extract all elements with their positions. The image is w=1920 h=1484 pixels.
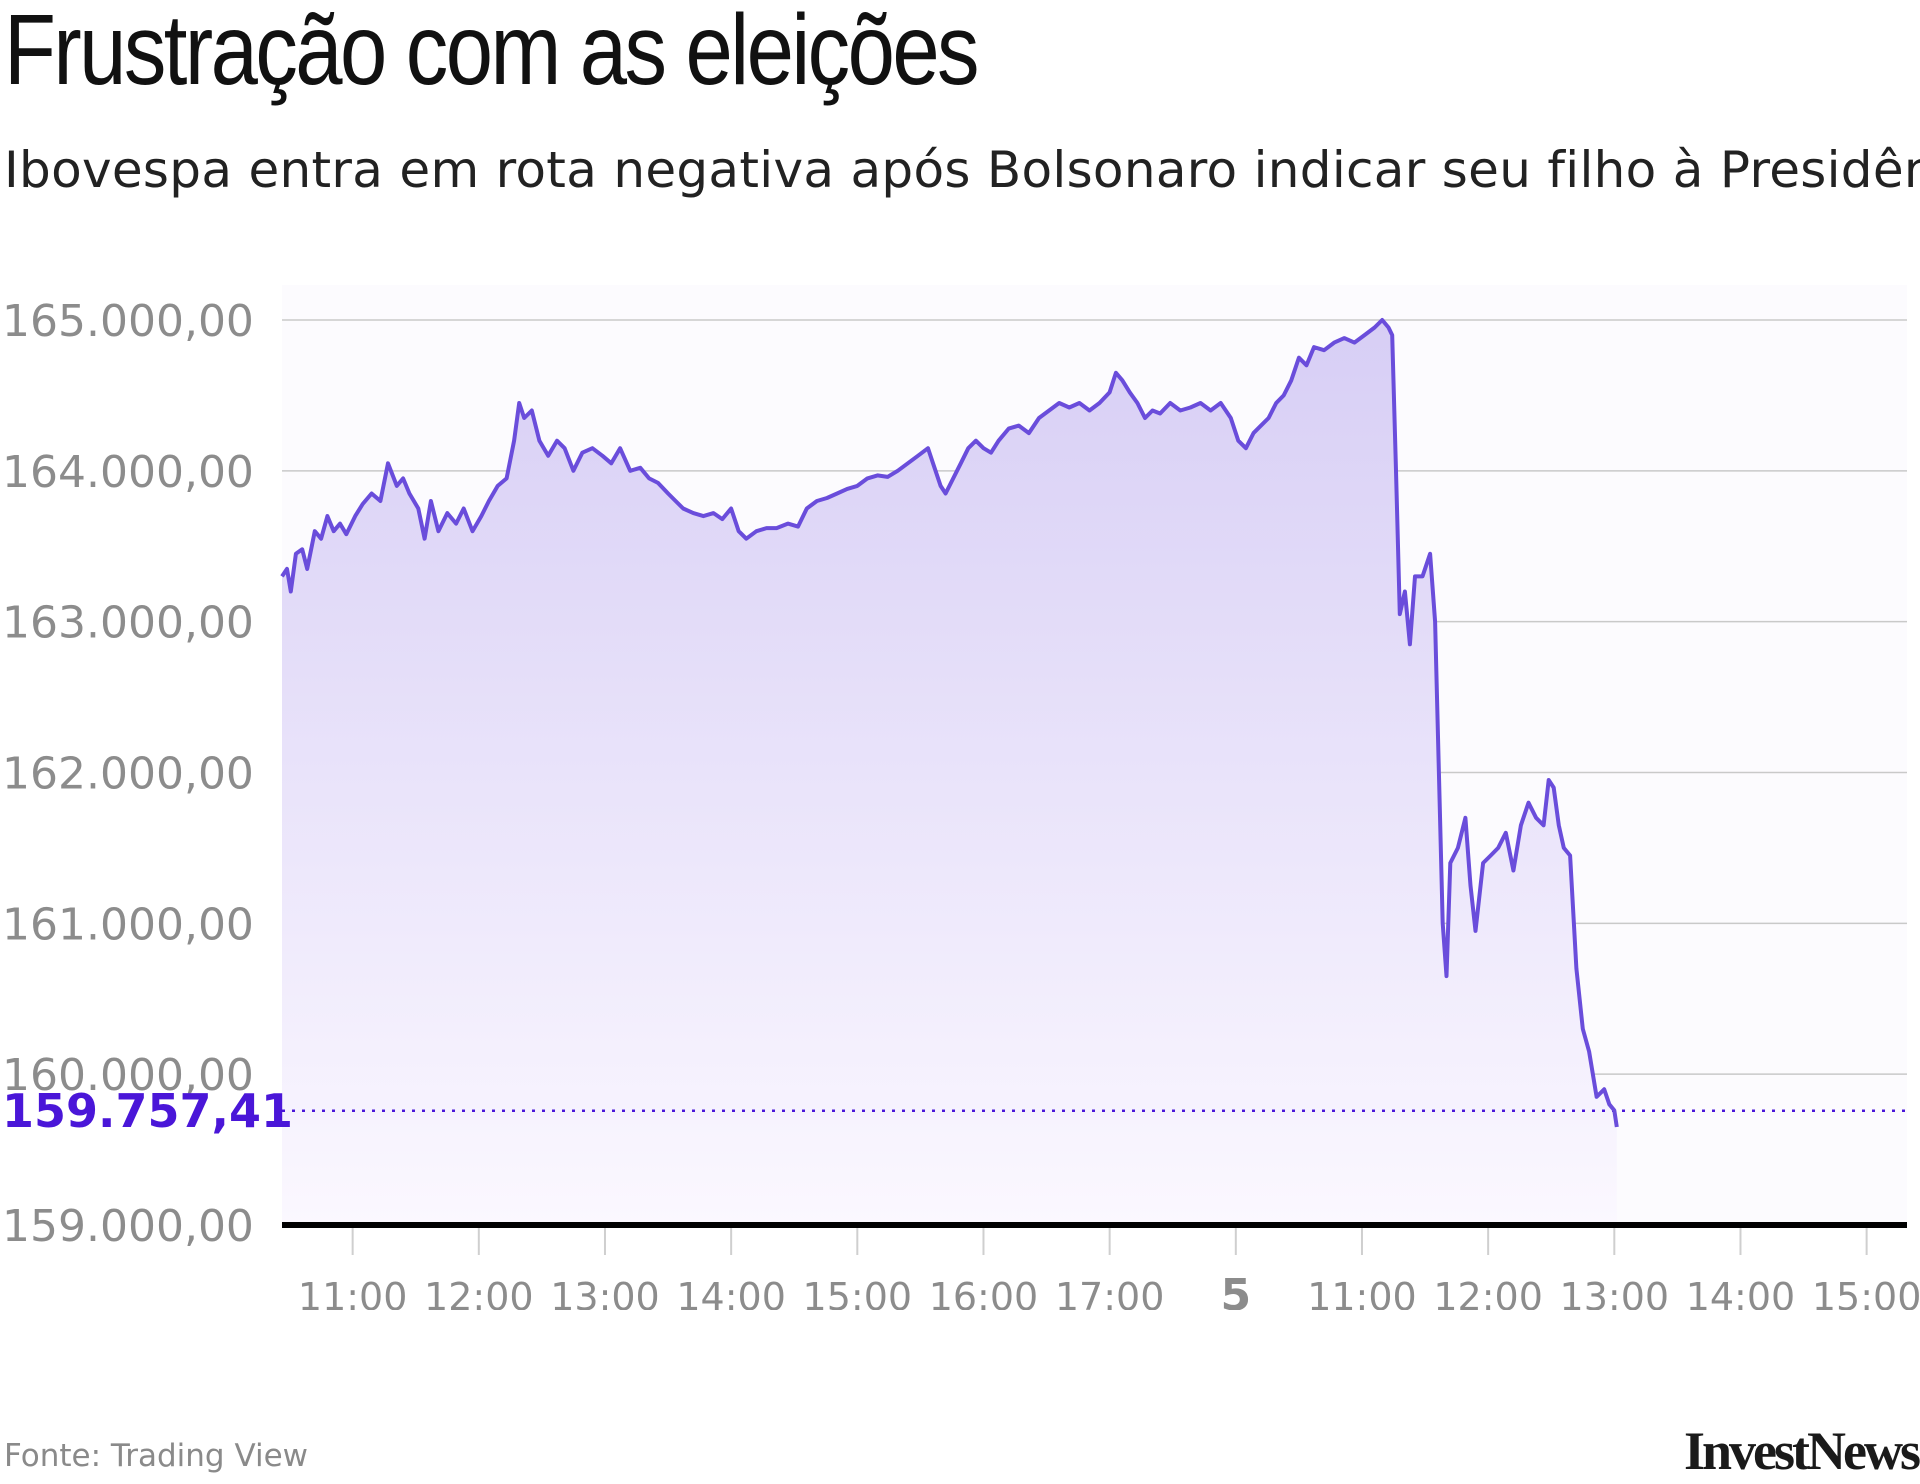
investnews-logo: InvestNews xyxy=(1684,1421,1920,1481)
x-tick-label: 15:00 xyxy=(1812,1275,1920,1310)
x-tick-label: 5 xyxy=(1220,1270,1251,1310)
x-tick-label: 12:00 xyxy=(1433,1275,1543,1310)
y-tick-label: 162.000,00 xyxy=(2,749,254,800)
x-tick-label: 13:00 xyxy=(1560,1275,1670,1310)
y-tick-label: 161.000,00 xyxy=(2,899,254,950)
y-tick-label: 159.000,00 xyxy=(2,1201,254,1252)
index-line xyxy=(280,318,1619,1128)
x-tick-label: 17:00 xyxy=(1055,1275,1165,1310)
y-tick-label: 164.000,00 xyxy=(2,447,254,498)
x-axis-ticks: 11:00 12:00 13:00 14:00 15:00 16:00 17:00 5 11:0… xyxy=(298,1228,1920,1310)
y-axis-ticks: 165.000,00 164.000,00 163.000,00 162.000,00… xyxy=(2,296,254,1252)
x-tick-label: 15:00 xyxy=(803,1275,913,1310)
x-tick-label: 11:00 xyxy=(1307,1275,1417,1310)
chart-title: Frustração com as eleições xyxy=(4,0,980,106)
chart-subtitle: Ibovespa entra em rota negativa após Bol… xyxy=(4,141,1920,199)
y-tick-label: 160.000,00 xyxy=(2,1050,254,1101)
x-tick-label: 11:00 xyxy=(298,1275,408,1310)
y-tick-label: 163.000,00 xyxy=(2,598,254,649)
source-note: Fonte: Trading View xyxy=(4,1438,309,1474)
last-value-label: 159.757,41 xyxy=(2,1084,293,1138)
ibovespa-area-chart: 165.000,00 164.000,00 163.000,00 162.000,00… xyxy=(2,285,1920,1310)
area-fill xyxy=(282,320,1617,1225)
x-tick-label: 13:00 xyxy=(550,1275,660,1310)
x-tick-label: 16:00 xyxy=(929,1275,1039,1310)
x-tick-label: 12:00 xyxy=(424,1275,534,1310)
y-tick-label: 165.000,00 xyxy=(2,296,254,347)
x-tick-label: 14:00 xyxy=(676,1275,786,1310)
x-tick-label: 14:00 xyxy=(1686,1275,1796,1310)
